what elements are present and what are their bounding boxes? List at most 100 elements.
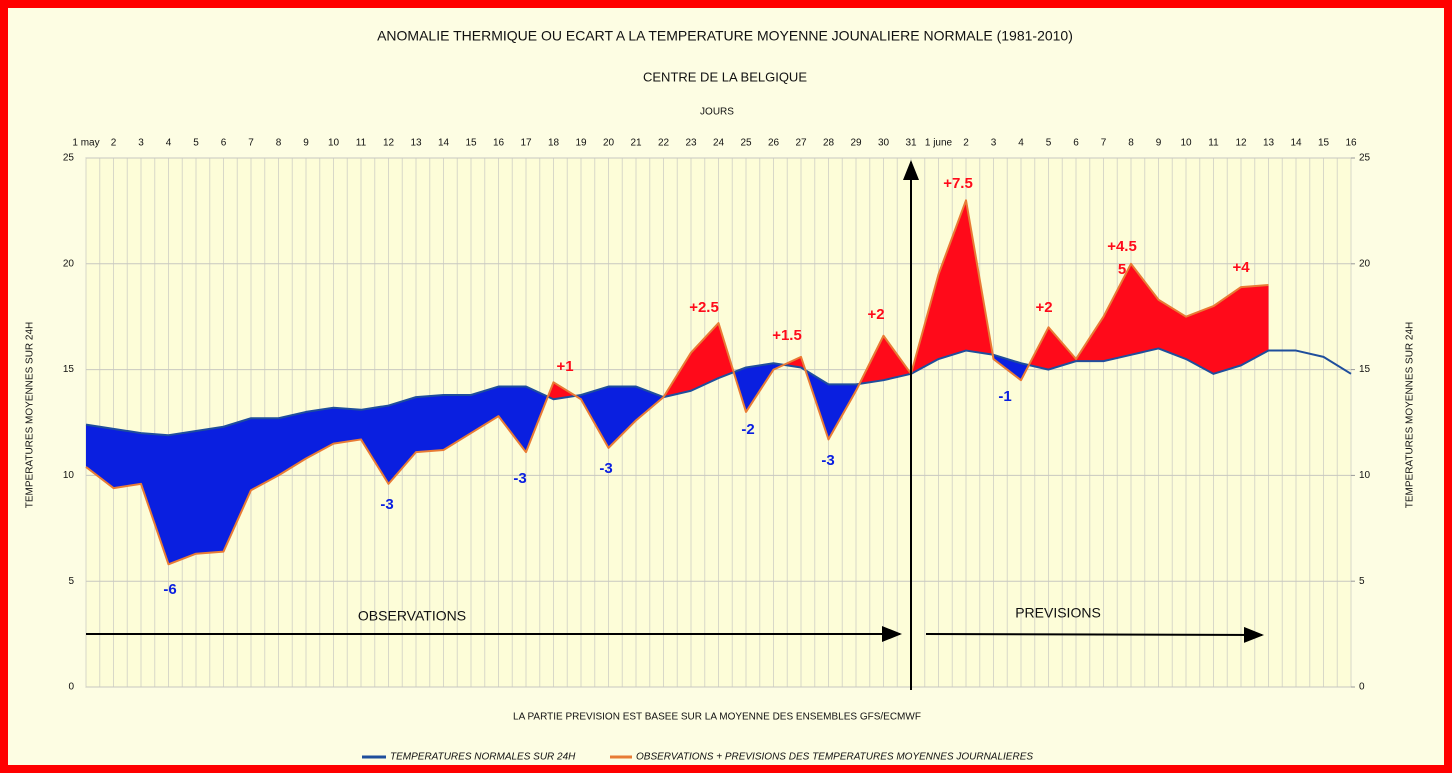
x-tick-label: 4	[166, 138, 172, 149]
x-tick-label: 8	[276, 138, 282, 149]
anomaly-fill	[498, 386, 526, 453]
chart-title: ANOMALIE THERMIQUE OU ECART A LA TEMPERA…	[377, 28, 1073, 44]
annotation: -2	[741, 421, 754, 438]
annotation: -6	[163, 581, 176, 598]
x-tick-label: 29	[850, 138, 862, 149]
x-tick-label: 10	[1180, 138, 1192, 149]
x-tick-label: 15	[1318, 138, 1330, 149]
anomaly-fill	[223, 418, 251, 552]
x-tick-label: 11	[1208, 138, 1219, 149]
anomaly-fill	[361, 405, 389, 484]
anomaly-fill	[251, 418, 279, 491]
series-line	[85, 199, 1269, 566]
x-tick-label: 10	[328, 138, 340, 149]
x-tick-label: 6	[1073, 138, 1079, 149]
x-tick-label: 14	[438, 138, 450, 149]
annotation: 5	[1118, 261, 1126, 278]
anomaly-fill	[1186, 306, 1214, 374]
x-tick-label: 20	[603, 138, 615, 149]
annotation: -3	[599, 460, 612, 477]
footnote: LA PARTIE PREVISION EST BASEE SUR LA MOY…	[513, 712, 921, 723]
x-tick-label: 16	[493, 138, 505, 149]
legend-label: OBSERVATIONS + PREVISIONS DES TEMPERATUR…	[636, 752, 1033, 763]
annotation: -3	[821, 452, 834, 469]
anomaly-fill	[168, 430, 196, 565]
x-tick-label: 24	[713, 138, 725, 149]
x-tick-label: 9	[1156, 138, 1162, 149]
y-tick-label: 10	[63, 470, 75, 481]
forecast-arrow	[925, 626, 1264, 643]
observations-label: OBSERVATIONS	[358, 608, 466, 624]
annotation: -1	[998, 388, 1011, 405]
x-tick-label: 1 june	[925, 138, 953, 149]
x-tick-label: 14	[1290, 138, 1302, 149]
y2-tick-label: 10	[1359, 470, 1371, 481]
x-tick-label: 17	[520, 138, 532, 149]
anomaly-fill	[938, 200, 966, 360]
y-tick-label: 5	[68, 576, 74, 587]
x-axis-label: JOURS	[700, 107, 734, 118]
x-tick-label: 5	[1046, 138, 1052, 149]
x-tick-label: 31	[905, 138, 917, 149]
anomaly-fill	[388, 397, 416, 484]
y-axis-label: TEMPERATURES MOYENNES SUR 24H	[25, 322, 36, 509]
x-tick-label: 30	[878, 138, 890, 149]
y2-tick-label: 20	[1359, 258, 1371, 269]
x-tick-label: 28	[823, 138, 835, 149]
anomaly-fill	[1158, 299, 1186, 360]
anomaly-fill	[113, 428, 141, 489]
anomaly-fill	[471, 386, 499, 434]
y2-tick-label: 5	[1359, 576, 1365, 587]
x-tick-label: 4	[1018, 138, 1024, 149]
anomaly-fill	[333, 407, 361, 444]
anomaly-fill	[1241, 284, 1269, 366]
anomaly-fill	[196, 426, 224, 554]
anomaly-fill	[1103, 263, 1131, 362]
x-tick-label: 12	[1235, 138, 1247, 149]
series-line	[85, 347, 1352, 437]
x-tick-label: 2	[111, 138, 117, 149]
x-tick-label: 26	[768, 138, 780, 149]
anomaly-fill	[581, 386, 609, 448]
legend-label: TEMPERATURES NORMALES SUR 24H	[390, 752, 576, 763]
anomaly-fill	[278, 411, 306, 476]
anomaly-fill	[691, 323, 719, 391]
x-tick-label: 6	[221, 138, 227, 149]
anomaly-fill	[608, 386, 636, 448]
x-tick-label: 16	[1345, 138, 1357, 149]
x-tick-label: 25	[740, 138, 752, 149]
annotation: +2.5	[689, 299, 719, 316]
annotation: -3	[380, 496, 393, 513]
y-tick-label: 0	[68, 682, 74, 693]
x-tick-label: 7	[1101, 138, 1107, 149]
y-tick-label: 25	[63, 153, 75, 164]
x-tick-label: 8	[1128, 138, 1134, 149]
x-tick-label: 1 may	[72, 138, 99, 149]
annotation: +2	[1035, 299, 1052, 316]
y2-tick-label: 15	[1359, 364, 1371, 375]
y-tick-label: 15	[63, 364, 75, 375]
x-tick-label: 2	[963, 138, 969, 149]
x-tick-label: 21	[630, 138, 642, 149]
x-tick-label: 23	[685, 138, 697, 149]
x-tick-label: 3	[991, 138, 997, 149]
annotation: +4	[1232, 259, 1250, 276]
anomaly-fill	[1213, 287, 1241, 374]
anomaly-fill	[1131, 263, 1159, 355]
anomaly-fill	[306, 407, 334, 459]
x-tick-label: 12	[383, 138, 395, 149]
x-tick-label: 19	[575, 138, 587, 149]
y2-axis-label: TEMPERATURES MOYENNES SUR 24H	[1405, 322, 1416, 509]
annotation: -3	[513, 470, 526, 487]
x-tick-label: 13	[410, 138, 422, 149]
x-tick-label: 27	[795, 138, 807, 149]
annotation: +2	[867, 306, 884, 323]
x-tick-label: 3	[138, 138, 144, 149]
x-tick-label: 13	[1263, 138, 1275, 149]
x-tick-label: 22	[658, 138, 670, 149]
forecast-label: PREVISIONS	[1015, 605, 1101, 621]
x-tick-label: 15	[465, 138, 477, 149]
x-tick-label: 11	[356, 138, 367, 149]
